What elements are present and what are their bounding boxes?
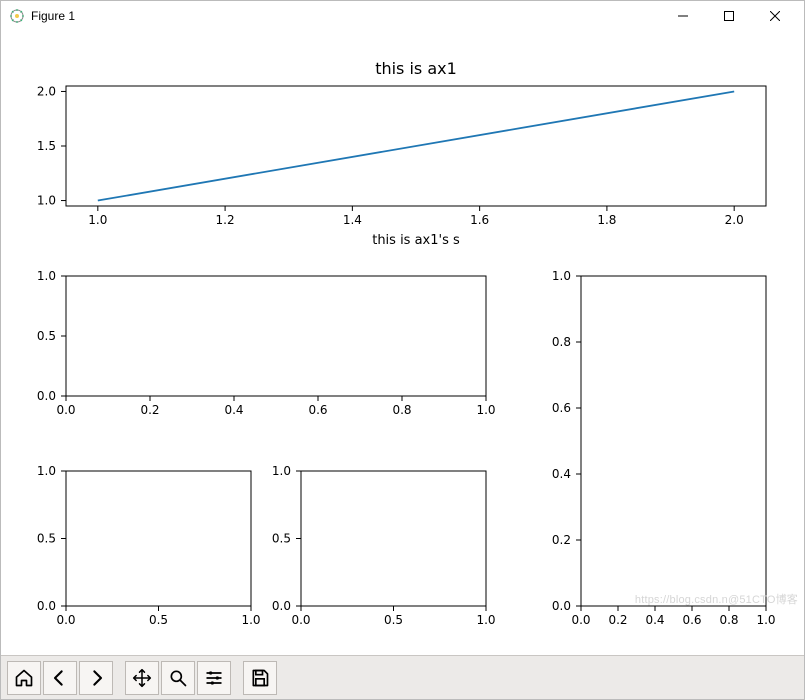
axes-ax5: 0.0 0.5 1.0 0.0 0.5 1.0 [272,464,496,627]
svg-text:0.2: 0.2 [552,533,571,547]
forward-button[interactable] [79,661,113,695]
minimize-button[interactable] [660,1,706,31]
svg-text:0.0: 0.0 [272,599,291,613]
svg-text:0.5: 0.5 [384,613,403,627]
svg-text:0.8: 0.8 [552,335,571,349]
svg-text:1.0: 1.0 [37,194,56,208]
svg-text:1.6: 1.6 [470,213,489,227]
svg-text:1.0: 1.0 [552,269,571,283]
figure-canvas: 1.0 1.2 1.4 1.6 1.8 2.0 1.0 1.5 2.0 this is ax1 th… [1,31,804,655]
svg-text:0.0: 0.0 [37,599,56,613]
svg-text:0.5: 0.5 [37,532,56,546]
svg-text:0.5: 0.5 [272,532,291,546]
svg-text:1.0: 1.0 [476,613,495,627]
svg-text:0.0: 0.0 [37,389,56,403]
window-title: Figure 1 [31,9,75,23]
axes-ax3: 0.0 0.2 0.4 0.6 0.8 1.0 0.0 0.2 0.4 0.6 0.8 1.0 [552,269,776,627]
svg-text:0.5: 0.5 [149,613,168,627]
svg-text:0.4: 0.4 [224,403,243,417]
close-button[interactable] [752,1,798,31]
axes-ax1: 1.0 1.2 1.4 1.6 1.8 2.0 1.0 1.5 2.0 this is ax1 th… [37,59,766,248]
svg-text:0.6: 0.6 [552,401,571,415]
svg-text:1.0: 1.0 [37,269,56,283]
window-titlebar: Figure 1 [1,1,804,31]
app-icon [9,8,25,24]
back-button[interactable] [43,661,77,695]
pan-button[interactable] [125,661,159,695]
nav-toolbar [1,655,804,699]
svg-text:0.0: 0.0 [56,403,75,417]
svg-text:0.0: 0.0 [56,613,75,627]
svg-text:0.6: 0.6 [682,613,701,627]
svg-text:1.2: 1.2 [216,213,235,227]
svg-text:0.8: 0.8 [719,613,738,627]
zoom-button[interactable] [161,661,195,695]
svg-text:1.0: 1.0 [476,403,495,417]
svg-text:1.0: 1.0 [37,464,56,478]
svg-text:0.2: 0.2 [140,403,159,417]
svg-text:1.0: 1.0 [756,613,775,627]
svg-text:0.4: 0.4 [552,467,571,481]
svg-text:1.8: 1.8 [597,213,616,227]
svg-text:2.0: 2.0 [37,84,56,98]
axes-ax4: 0.0 0.5 1.0 0.0 0.5 1.0 [37,464,261,627]
svg-text:1.0: 1.0 [241,613,260,627]
svg-text:1.0: 1.0 [88,213,107,227]
svg-text:1.0: 1.0 [272,464,291,478]
svg-text:0.0: 0.0 [552,599,571,613]
svg-text:2.0: 2.0 [725,213,744,227]
svg-text:0.2: 0.2 [608,613,627,627]
svg-text:0.6: 0.6 [308,403,327,417]
svg-text:0.0: 0.0 [571,613,590,627]
configure-button[interactable] [197,661,231,695]
svg-text:this is ax1's s: this is ax1's s [372,233,460,248]
home-button[interactable] [7,661,41,695]
svg-text:0.0: 0.0 [291,613,310,627]
maximize-button[interactable] [706,1,752,31]
svg-text:0.8: 0.8 [392,403,411,417]
plot-svg: 1.0 1.2 1.4 1.6 1.8 2.0 1.0 1.5 2.0 this is ax1 th… [1,31,805,655]
svg-text:1.5: 1.5 [37,139,56,153]
axes-ax2: 0.0 0.2 0.4 0.6 0.8 1.0 0.0 0.5 1.0 [37,269,496,417]
svg-text:0.5: 0.5 [37,329,56,343]
svg-text:1.4: 1.4 [343,213,362,227]
save-button[interactable] [243,661,277,695]
svg-text:0.4: 0.4 [645,613,664,627]
svg-text:this is ax1: this is ax1 [375,59,457,78]
